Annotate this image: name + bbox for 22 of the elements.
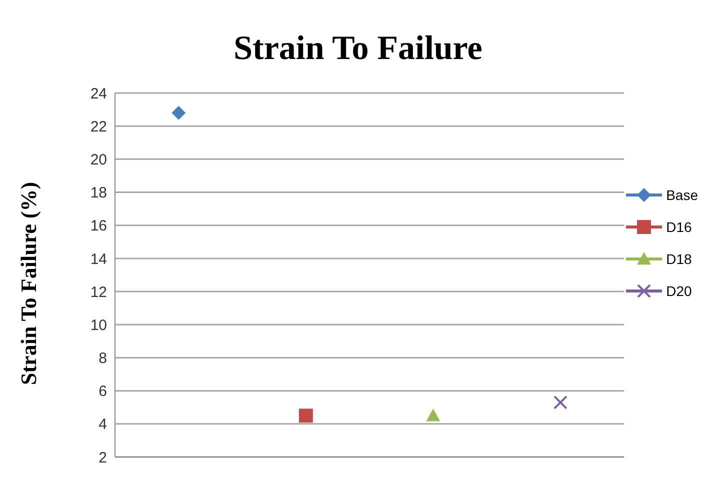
- y-tick-label: 10: [90, 316, 107, 334]
- y-tick-label: 12: [90, 284, 107, 301]
- y-tick-label: 24: [90, 85, 107, 102]
- y-tick-label: 20: [90, 152, 107, 169]
- y-tick-label: 4: [98, 416, 107, 434]
- y-tick-label: 6: [98, 383, 107, 400]
- y-tick-label: 2: [98, 449, 107, 466]
- y-tick-label: 22: [90, 118, 107, 136]
- point: [172, 106, 186, 120]
- y-axis-title: Strain To Failure (%): [16, 182, 41, 385]
- y-tick-label: 16: [90, 218, 107, 235]
- legend-label: D16: [666, 219, 692, 235]
- legend-label: D18: [666, 251, 692, 267]
- legend-label: Base: [666, 187, 698, 203]
- y-tick-label: 8: [98, 350, 107, 368]
- point: [426, 408, 440, 422]
- chart-title: Strain To Failure: [232, 30, 484, 68]
- point: [553, 395, 568, 410]
- legend-label: D20: [666, 283, 692, 299]
- y-tick-label: 14: [90, 250, 107, 268]
- y-tick-label: 18: [90, 184, 107, 202]
- point: [298, 408, 313, 423]
